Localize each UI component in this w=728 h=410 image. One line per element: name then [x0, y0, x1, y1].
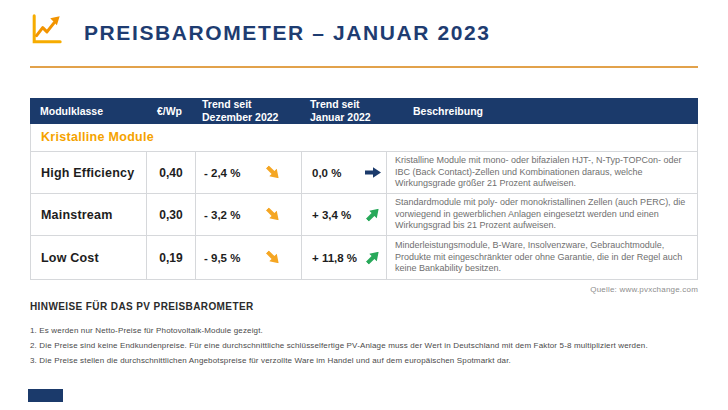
module-class-label: Low Cost: [31, 236, 146, 279]
price-value: 0,19: [146, 236, 195, 279]
table-row-mainstream: Mainstream 0,30 - 3,2 % + 3,4 % Standard…: [30, 194, 698, 236]
module-description: Minderleistungsmodule, B-Ware, Insolvenz…: [386, 236, 697, 279]
arrow-down-right-icon: [263, 248, 282, 267]
table-row-low-cost: Low Cost 0,19 - 9,5 % + 11,8 % Minderlei…: [30, 236, 698, 280]
trend-dec-value: - 3,2 %: [204, 209, 240, 221]
trend-dec-cell: - 9,5 %: [195, 236, 301, 279]
column-header-trend-januar: Trend seit Januar 2022: [300, 98, 385, 123]
arrow-down-right-icon: [263, 163, 282, 182]
module-description: Standardmodule mit poly- oder monokrista…: [386, 194, 697, 235]
trend-dec-cell: - 3,2 %: [195, 194, 301, 235]
arrow-up-right-icon: [363, 248, 382, 267]
column-header-beschreibung: Beschreibung: [385, 105, 698, 117]
module-description: Kristalline Module mit mono- oder bifazi…: [386, 152, 697, 193]
trend-jan-value: 0,0 %: [312, 167, 341, 179]
preisbarometer-slide: PREISBAROMETER – JANUAR 2023 Modulklasse…: [0, 0, 728, 410]
footnote-1: 1. Es werden nur Netto-Preise für Photov…: [30, 326, 263, 335]
footer-logo-mark: [28, 389, 63, 402]
column-header-modulklasse: Modulklasse: [30, 105, 145, 117]
footnote-2: 2. Die Preise sind keine Endkundenpreise…: [30, 341, 648, 350]
trend-jan-cell: + 3,4 %: [301, 194, 386, 235]
arrow-right-icon: [365, 167, 381, 178]
column-header-trend-dezember: Trend seit Dezember 2022: [194, 98, 300, 123]
module-class-label: Mainstream: [31, 194, 146, 235]
trend-dec-value: - 9,5 %: [204, 252, 240, 264]
trend-jan-value: + 11,8 %: [312, 252, 357, 264]
price-table: Modulklasse €/Wp Trend seit Dezember 202…: [30, 98, 698, 280]
price-value: 0,40: [146, 152, 195, 193]
trend-dec-cell: - 2,4 %: [195, 152, 301, 193]
page-title: PREISBAROMETER – JANUAR 2023: [84, 21, 491, 45]
price-value: 0,30: [146, 194, 195, 235]
table-header-row: Modulklasse €/Wp Trend seit Dezember 202…: [30, 98, 698, 124]
arrow-down-right-icon: [263, 205, 282, 224]
arrow-up-right-icon: [363, 205, 382, 224]
trend-jan-cell: 0,0 %: [301, 152, 386, 193]
trend-jan-value: + 3,4 %: [312, 209, 351, 221]
column-header-price: €/Wp: [145, 105, 194, 117]
notes-heading: HINWEISE FÜR DAS PV PREISBAROMETER: [30, 301, 254, 312]
title-divider: [30, 66, 698, 68]
group-row-kristalline-module: Kristalline Module: [30, 124, 698, 152]
table-row-high-efficiency: High Efficiency 0,40 - 2,4 % 0,0 % Krist…: [30, 152, 698, 194]
trend-jan-cell: + 11,8 %: [301, 236, 386, 279]
footnote-3: 3. Die Preise stellen die durchschnittli…: [30, 356, 511, 365]
source-credit: Quelle: www.pvxchange.com: [590, 285, 698, 294]
line-chart-up-icon: [29, 13, 63, 47]
module-class-label: High Efficiency: [31, 152, 146, 193]
trend-dec-value: - 2,4 %: [204, 167, 240, 179]
